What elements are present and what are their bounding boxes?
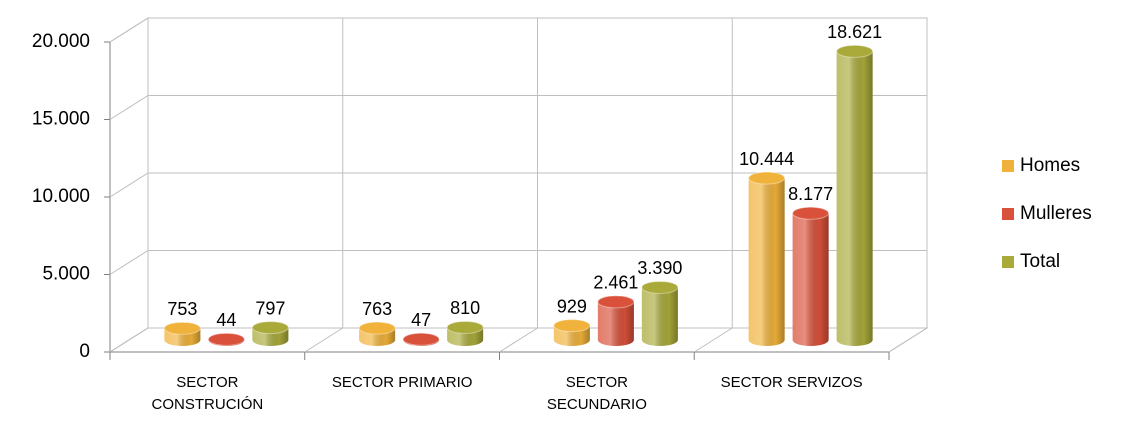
data-label: 44 [216,310,236,330]
data-label: 2.461 [593,273,638,293]
category-divider [304,18,344,353]
category-divider [693,18,733,353]
legend-swatch [1002,256,1014,268]
bar-top [597,295,635,309]
y-tick-label: 5.000 [42,264,90,285]
x-tick-label: SECTOR SERVIZOS [720,374,863,391]
bar-top [553,319,591,333]
grid-line [109,95,927,120]
x-tick-label: SECTOR SECUNDARIO [546,374,647,413]
grid-line [109,250,927,275]
legend-label: Homes [1020,155,1080,176]
data-label: 763 [362,299,392,319]
grid-line [109,172,927,198]
bar-top [748,171,786,185]
bar-top [836,44,874,58]
bar-shade [748,172,785,346]
bar-top [207,332,245,346]
data-label: 810 [450,298,480,318]
category-divider [888,18,928,353]
data-label: 8.177 [788,184,833,204]
data-label: 47 [411,310,431,330]
bar-top [358,321,396,335]
data-label: 18.621 [827,22,882,42]
legend-swatch [1002,208,1014,220]
data-label: 929 [557,296,587,316]
legend-label: Total [1020,251,1060,272]
bar-top [402,332,440,346]
y-tick-label: 0 [79,341,90,362]
y-tick-label: 15.000 [32,109,90,130]
data-label: 3.390 [637,258,682,278]
bar-shade [597,295,634,346]
data-label: 10.444 [739,149,794,169]
grid-line [109,17,927,43]
y-tick-label: 20.000 [32,31,90,52]
legend-swatch [1002,160,1014,172]
bar-top [251,321,289,335]
bar-top [446,320,484,334]
x-tick-label: SECTOR PRIMARIO [331,374,473,391]
y-tick-label: 10.000 [32,186,90,207]
bar-shade [641,281,678,346]
data-label: 797 [255,298,285,318]
legend-label: Mulleres [1020,203,1092,224]
bar-shade [836,45,873,346]
bar-top [163,321,201,335]
category-divider [499,18,538,353]
x-tick-label: SECTOR CONSTRUCIÓN [151,374,264,413]
bar-top [641,280,679,294]
bar-top [792,206,830,220]
data-label: 753 [167,299,197,319]
bar-shade [792,207,829,346]
